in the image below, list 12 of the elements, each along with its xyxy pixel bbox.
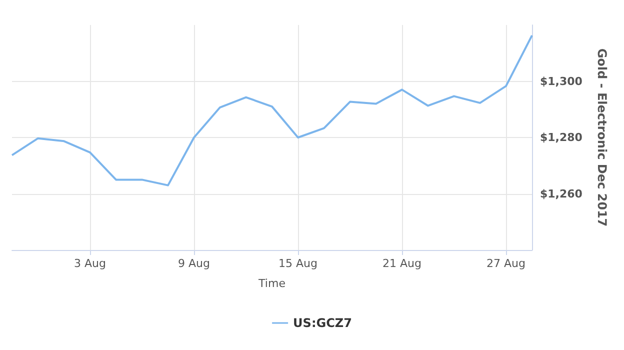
y-tick-label: $1,300: [540, 74, 583, 88]
y-axis-title: Gold - Electronic Dec 2017: [595, 48, 609, 227]
legend-label: US:GCZ7: [293, 316, 352, 330]
x-axis-title: Time: [258, 277, 286, 290]
x-tick-label: 21 Aug: [382, 257, 422, 270]
x-tick-label: 9 Aug: [178, 257, 210, 270]
x-tick-label: 3 Aug: [74, 257, 106, 270]
x-tick-label: 27 Aug: [486, 257, 526, 270]
y-tick-label: $1,280: [540, 131, 583, 144]
line-series: [11, 34, 533, 186]
y-tick-label: $1,260: [540, 187, 583, 200]
x-tick-label: 15 Aug: [278, 257, 318, 270]
